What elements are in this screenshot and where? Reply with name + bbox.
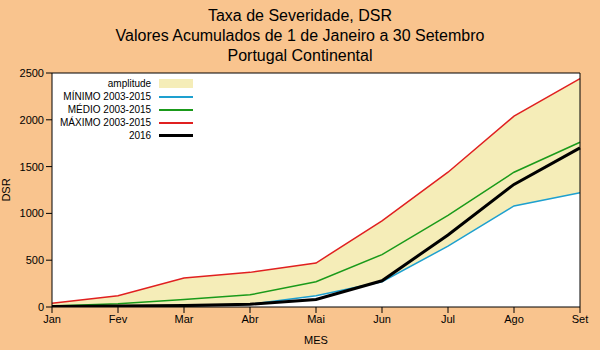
html-text:2016: 2016	[128, 130, 152, 141]
svg-text:2000: 2000	[20, 114, 44, 126]
svg-text:Fev: Fev	[109, 313, 128, 325]
svg-text:Jan: Jan	[43, 313, 61, 325]
svg-text:DSR: DSR	[8, 178, 12, 201]
svg-text:MES: MES	[304, 334, 328, 346]
html-text:MÁXIMO 2003-2015: MÁXIMO 2003-2015	[60, 117, 152, 128]
svg-text:1000: 1000	[20, 207, 44, 219]
svg-text:500: 500	[26, 254, 44, 266]
html-text:MÍNIMO 2003-2015: MÍNIMO 2003-2015	[63, 91, 152, 102]
html-text:Valores Acumulados de 1 de Jan: Valores Acumulados de 1 de Janeiro a 30 …	[115, 27, 485, 44]
svg-text:1500: 1500	[20, 161, 44, 173]
svg-text:2500: 2500	[20, 67, 44, 79]
html-text:amplitude: amplitude	[107, 78, 152, 89]
html-text:MÉDIO 2003-2015: MÉDIO 2003-2015	[67, 104, 152, 115]
svg-text:Mai: Mai	[307, 313, 325, 325]
html-text:Taxa de Severidade, DSR: Taxa de Severidade, DSR	[207, 7, 392, 24]
svg-text:Jul: Jul	[441, 313, 455, 325]
svg-text:Jun: Jun	[373, 313, 391, 325]
svg-text:Ago: Ago	[504, 313, 524, 325]
svg-text:Set: Set	[572, 313, 589, 325]
svg-text:0: 0	[38, 301, 44, 313]
html-text:Portugal Continental: Portugal Continental	[227, 47, 373, 64]
svg-text:Abr: Abr	[241, 313, 258, 325]
svg-text:Mar: Mar	[175, 313, 194, 325]
